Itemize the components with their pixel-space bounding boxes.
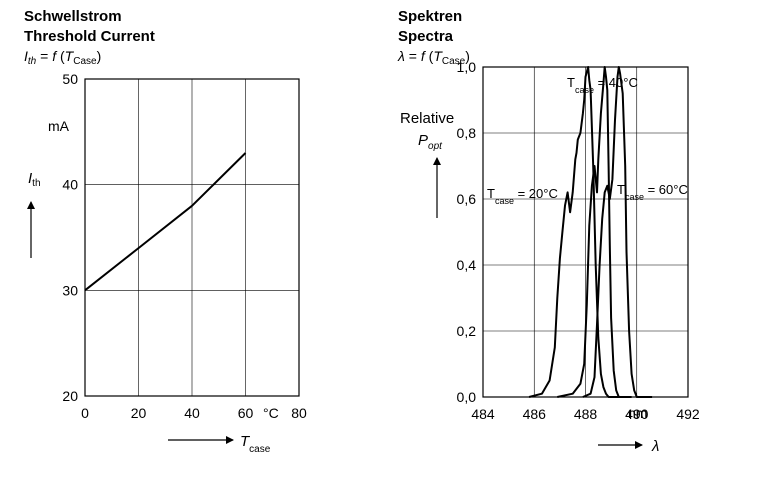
right-grid (483, 67, 688, 397)
left-title: Threshold Current (24, 28, 155, 45)
left-y-tick-label: 30 (62, 282, 78, 298)
right-series-line-1 (557, 66, 632, 398)
left-x-tick-label: 80 (291, 405, 307, 421)
right-x-label: λ (651, 438, 659, 455)
right-series (528, 66, 653, 398)
series-label-60c: Tcase = 60°C (617, 182, 688, 202)
right-y-tick-label: 0,8 (457, 125, 477, 141)
left-y-tick-label: 50 (62, 71, 78, 87)
left-grid (85, 79, 299, 396)
right-x-tick-label: 488 (574, 406, 598, 422)
right-x-tick-label: 484 (471, 406, 495, 422)
left-title-de: Schwellstrom (24, 8, 122, 25)
right-series-line-2 (582, 66, 653, 398)
right-title-de: Spektren (398, 8, 462, 25)
left-x-tick-labels: 0 20 40 60 80 (81, 405, 307, 421)
right-y-tick-label: 0,0 (457, 389, 477, 405)
right-title: Spectra (398, 28, 454, 45)
right-x-unit: nm (628, 405, 647, 421)
left-series (84, 152, 247, 292)
right-y-tick-labels: 0,0 0,2 0,4 0,6 0,8 1,0 (457, 59, 477, 405)
left-x-tick-label: 0 (81, 405, 89, 421)
left-x-tick-label: 40 (184, 405, 200, 421)
left-formula: Ith = f (TCase) (24, 48, 101, 67)
right-x-tick-label: 490 (625, 406, 649, 422)
left-plot-frame (84, 78, 300, 397)
left-x-tick-label: 60 (238, 405, 254, 421)
left-y-tick-labels: 20 30 40 50 (62, 71, 78, 404)
left-x-tick-label: 20 (131, 405, 147, 421)
series-label-20c: Tcase = 20°C (487, 186, 558, 206)
right-y-label-relative: Relative (400, 110, 454, 127)
right-formula: λ = f (TCase) (397, 48, 470, 67)
right-plot-frame (482, 66, 689, 398)
series-label-40c: Tcase = 40°C (567, 75, 638, 95)
left-y-tick-label: 20 (62, 388, 78, 404)
right-x-tick-labels: 484 486 488 490 492 (471, 406, 700, 422)
right-y-tick-label: 0,4 (457, 257, 477, 273)
left-x-label: Tcase (240, 433, 271, 455)
right-series-line-0 (528, 66, 624, 398)
right-y-tick-label: 1,0 (457, 59, 477, 75)
right-y-label: Popt (418, 132, 443, 152)
left-x-unit: °C (263, 405, 279, 421)
left-series-line-0 (84, 152, 247, 292)
left-y-tick-label: 40 (62, 177, 78, 193)
right-y-tick-label: 0,6 (457, 191, 477, 207)
left-y-unit: mA (48, 118, 70, 134)
right-x-tick-label: 486 (523, 406, 547, 422)
left-y-label: Ith (28, 170, 41, 189)
right-x-tick-label: 492 (676, 406, 700, 422)
right-y-tick-label: 0,2 (457, 323, 477, 339)
